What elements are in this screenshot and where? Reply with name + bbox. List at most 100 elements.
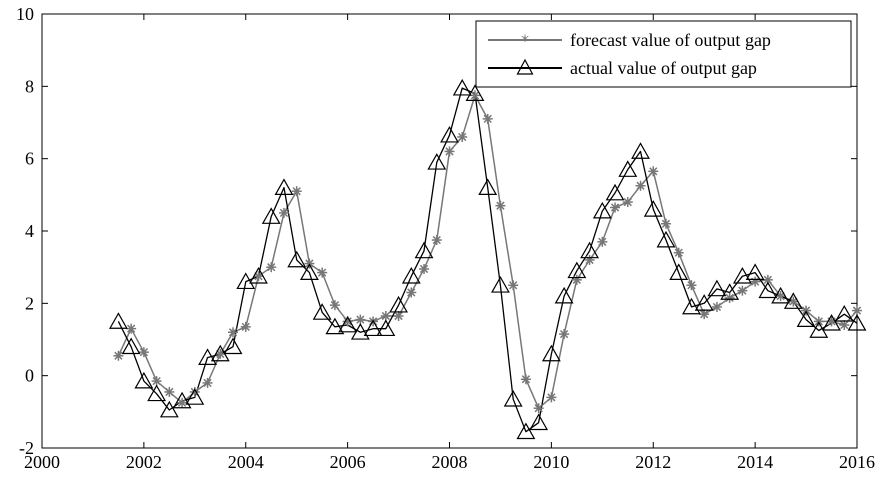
- actual-point: [745, 263, 765, 280]
- actual-point: [350, 323, 370, 340]
- forecast-point: [699, 309, 710, 320]
- actual-point: [478, 178, 498, 195]
- forecast-point: [635, 180, 646, 191]
- actual-point: [796, 310, 816, 328]
- forecast-point: [240, 321, 251, 332]
- legend-actual-marker: [516, 58, 534, 75]
- actual-point: [541, 344, 561, 362]
- x-tick-label: 2010: [533, 452, 569, 472]
- actual-point: [465, 84, 485, 101]
- forecast-point: [559, 329, 570, 340]
- forecast-point: [839, 320, 850, 331]
- actual-point: [592, 201, 612, 219]
- actual-point: [682, 297, 701, 315]
- actual-point: [389, 295, 408, 313]
- forecast-point: [469, 90, 480, 101]
- actual-point: [758, 281, 778, 299]
- x-tick-label: 2014: [737, 452, 773, 472]
- y-tick-label: 2: [25, 293, 34, 313]
- forecast-point: [622, 197, 633, 208]
- actual-point: [401, 266, 421, 284]
- actual-point: [643, 200, 663, 217]
- actual-point: [198, 348, 217, 365]
- actual-point: [376, 319, 396, 337]
- actual-point: [720, 283, 740, 300]
- actual-point: [236, 272, 256, 290]
- actual-point: [732, 266, 752, 284]
- forecast-point: [673, 247, 684, 258]
- actual-point: [325, 317, 345, 335]
- actual-point: [847, 314, 867, 331]
- actual-point: [261, 207, 281, 224]
- actual-point: [554, 286, 574, 304]
- y-tick-label: 4: [25, 221, 34, 241]
- forecast-point: [610, 202, 621, 213]
- actual-point: [618, 160, 638, 177]
- actual-point: [249, 266, 268, 284]
- actual-point: [108, 312, 128, 329]
- forecast-point: [533, 403, 544, 414]
- actual-point: [567, 261, 587, 279]
- actual-point: [312, 303, 332, 320]
- x-tick-label: 2000: [24, 452, 60, 472]
- y-tick-label: 0: [25, 366, 34, 386]
- legend-forecast-label: forecast value of output gap: [570, 30, 771, 50]
- y-tick-label: 8: [25, 76, 34, 96]
- actual-point: [694, 294, 714, 311]
- actual-point: [121, 337, 141, 355]
- forecast-point: [419, 263, 430, 274]
- actual-point: [287, 250, 307, 268]
- actual-point: [159, 400, 179, 418]
- forecast-point: [444, 146, 455, 157]
- forecast-point: [177, 397, 188, 408]
- actual-point: [669, 263, 689, 280]
- forecast-point: [164, 386, 175, 397]
- actual-point: [491, 276, 510, 293]
- forecast-point: [775, 291, 786, 302]
- forecast-point: [151, 376, 162, 387]
- actual-point: [516, 422, 536, 440]
- forecast-point: [317, 267, 328, 278]
- forecast-point: [648, 166, 659, 177]
- forecast-point: [660, 218, 671, 229]
- forecast-point: [329, 300, 340, 311]
- actual-point: [440, 125, 459, 143]
- forecast-point: [546, 392, 557, 403]
- actual-point: [605, 183, 625, 201]
- actual-point: [338, 315, 358, 333]
- x-tick-label: 2012: [635, 452, 671, 472]
- x-tick-label: 2016: [839, 452, 875, 472]
- forecast-point: [788, 296, 799, 307]
- forecast-point: [380, 310, 391, 321]
- forecast-point: [724, 292, 735, 303]
- y-tick-label: 6: [25, 149, 34, 169]
- forecast-point: [737, 285, 748, 296]
- actual-point: [771, 286, 791, 304]
- actual-point: [223, 337, 243, 355]
- actual-point: [427, 153, 447, 170]
- forecast-point: [520, 374, 531, 385]
- x-tick-label: 2004: [228, 452, 264, 472]
- actual-point: [134, 371, 154, 389]
- x-tick-label: 2008: [432, 452, 468, 472]
- actual-series-line: [117, 87, 858, 433]
- forecast-point: [482, 113, 493, 124]
- legend-box: [475, 20, 852, 88]
- actual-point: [503, 389, 523, 407]
- actual-point: [147, 384, 167, 402]
- series-markers: [108, 78, 867, 440]
- forecast-point: [495, 200, 506, 211]
- forecast-point: [431, 235, 442, 246]
- forecast-point: [457, 131, 468, 142]
- forecast-point: [406, 287, 417, 298]
- y-tick-label: -2: [19, 438, 34, 458]
- actual-point: [783, 292, 803, 309]
- forecast-point: [126, 323, 137, 334]
- actual-point: [631, 142, 650, 159]
- forecast-point: [852, 305, 862, 316]
- y-tick-label: 10: [16, 4, 34, 24]
- legend: * forecast value of output gap actual va…: [475, 20, 852, 88]
- forecast-point: [138, 347, 149, 358]
- actual-point: [452, 78, 472, 96]
